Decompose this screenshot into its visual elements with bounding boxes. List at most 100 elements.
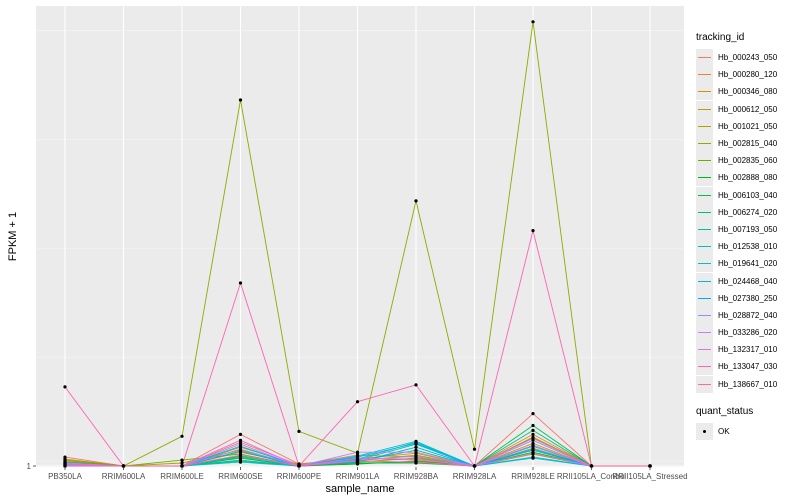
point-Hb_138667_010-PB350LA: [63, 462, 67, 466]
point-Hb_033286_020-RRIM928LE: [531, 443, 535, 447]
point-Hb_000243_050-RRIM600SE: [238, 432, 243, 436]
point-Hb_006103_040-RRIM928LE: [531, 423, 535, 428]
legend-label: Hb_138667_010: [718, 379, 778, 389]
legend-key: [696, 220, 713, 238]
legend-quant-status: quant_status OK: [696, 406, 754, 441]
y-axis-title: FPKM + 1: [7, 212, 19, 261]
legend-label: Hb_019641_020: [718, 259, 778, 269]
x-tick-label-6: RRIM928BA: [394, 472, 439, 481]
x-tick-label-2: RRIM600LE: [160, 472, 204, 481]
legend-key: [696, 341, 713, 359]
point-Hb_133047_030-RRIM928LE: [531, 229, 535, 233]
point-Hb_138667_010-RRII105LA_Stressed: [648, 464, 652, 468]
legend-key: [696, 375, 713, 393]
x-tick-label-7: RRIM928LA: [453, 472, 497, 481]
legend-label: Hb_000243_050: [718, 53, 778, 63]
legend-item-Hb_001021_050: Hb_001021_050: [696, 117, 777, 135]
point-Hb_028872_040-RRIM928BA: [414, 454, 418, 458]
point-Hb_138667_010-RRIM600LA: [121, 464, 126, 468]
legend-key: [696, 203, 713, 221]
point-Hb_138667_010-RRII105LA_Control: [589, 464, 594, 468]
legend-item-Hb_000346_080: Hb_000346_080: [696, 83, 778, 101]
point-Hb_138667_010-RRIM928BA: [414, 460, 418, 464]
legend-item-Hb_006103_040: Hb_006103_040: [696, 186, 778, 204]
legend2-key: [696, 423, 713, 441]
point-Hb_033286_020-RRIM928BA: [414, 450, 418, 454]
legend-label: Hb_007193_050: [718, 224, 778, 234]
point-Hb_132317_010-RRIM928BA: [414, 457, 418, 461]
point-Hb_133047_030-PB350LA: [63, 385, 67, 389]
legend-item-Hb_027380_250: Hb_027380_250: [696, 289, 777, 307]
legend-item-Hb_033286_020: Hb_033286_020: [696, 324, 778, 342]
x-tick-label-8: RRIM928LE: [511, 472, 555, 481]
legend-item-Hb_024468_040: Hb_024468_040: [696, 272, 778, 290]
point-Hb_138667_010-RRIM600PE: [297, 464, 301, 468]
legend-key: [696, 255, 713, 273]
legend-key: [696, 117, 713, 135]
legend-key: [696, 83, 713, 101]
legend-key: [696, 238, 713, 256]
legend-item-Hb_000243_050: Hb_000243_050: [696, 49, 778, 67]
point-Hb_133047_030-RRIM928BA: [414, 383, 418, 387]
x-tick-label-10: RRII105LA_Stressed: [612, 472, 687, 481]
legend-key: [696, 358, 713, 376]
point-Hb_019641_020-RRIM928LE: [531, 456, 535, 460]
legend-key: [696, 324, 713, 342]
legend-label: Hb_002835_060: [718, 156, 778, 166]
legend-label: Hb_033286_020: [718, 328, 778, 338]
x-tick-label-3: RRIM600SE: [218, 472, 262, 481]
legend-item-Hb_028872_040: Hb_028872_040: [696, 306, 778, 324]
legend-item-Hb_006274_020: Hb_006274_020: [696, 203, 777, 221]
x-tick-label-9: RRII105LA_Control: [557, 472, 627, 481]
point-Hb_138667_010-RRIM600LE: [180, 464, 184, 468]
point-Hb_033286_020-RRIM600SE: [238, 442, 243, 446]
legend-item-Hb_000280_120: Hb_000280_120: [696, 66, 777, 84]
legend-label: Hb_012538_010: [718, 242, 778, 252]
legend-key: [696, 306, 713, 324]
point-Hb_002815_040-RRIM600SE: [238, 98, 243, 102]
legend-key: [696, 66, 713, 84]
legend-label: Hb_133047_030: [718, 362, 778, 372]
legend2-title: quant_status: [696, 406, 754, 417]
legend-label: Hb_024468_040: [718, 276, 778, 286]
point-Hb_132317_010-RRIM901LA: [355, 456, 360, 460]
point-Hb_024468_040-RRIM928BA: [414, 441, 418, 445]
legend-label: Hb_028872_040: [718, 310, 778, 320]
legend-key: [696, 289, 713, 307]
point-Hb_002835_060-RRIM600LE: [180, 458, 184, 462]
point-Hb_138667_010-RRIM901LA: [355, 459, 360, 463]
point-Hb_027380_250-RRIM928BA: [414, 445, 418, 449]
legend-item-Hb_000612_050: Hb_000612_050: [696, 100, 777, 118]
x-axis-title: sample_name: [325, 483, 394, 495]
point-Hb_002815_040-RRIM928BA: [414, 199, 418, 203]
axes: 1 PB350LA RRIM600LA RRIM600LE RRIM600SE RRIM6…: [27, 462, 688, 481]
x-tick-label-0: PB350LA: [48, 472, 82, 481]
legend-label: Hb_002815_040: [718, 139, 778, 149]
point-Hb_001021_050-RRIM600LE: [180, 461, 184, 465]
point-Hb_002815_040-RRIM600LE: [180, 434, 184, 438]
x-tick-label-1: RRIM600LA: [102, 472, 146, 481]
legend-label: Hb_000346_080: [718, 87, 778, 97]
legend-label: Hb_002888_080: [718, 173, 778, 183]
legend-key: [696, 49, 713, 67]
legend-item-Hb_012538_010: Hb_012538_010: [696, 238, 778, 256]
legend-label: Hb_006103_040: [718, 190, 778, 200]
legend-key: [696, 272, 713, 290]
point-Hb_000243_050-RRIM928LE: [531, 412, 535, 416]
point-Hb_138667_010-RRIM600SE: [238, 453, 243, 457]
point-Hb_002815_040-RRIM600PE: [297, 429, 301, 433]
legend2-item: OK: [696, 423, 753, 441]
point-Hb_002815_040-RRIM928LA: [472, 447, 477, 451]
legend-item-Hb_002888_080: Hb_002888_080: [696, 169, 778, 187]
point-Hb_133047_030-RRIM600SE: [238, 281, 243, 285]
legend-label: Hb_132317_010: [718, 345, 778, 355]
point-Hb_132317_010-RRIM600SE: [238, 438, 243, 442]
legend-item-Hb_002835_060: Hb_002835_060: [696, 152, 778, 170]
point-Hb_027380_250-RRIM928LE: [531, 447, 535, 451]
point-Hb_012538_010-RRIM600SE: [238, 460, 243, 464]
point-Hb_133047_030-RRIM901LA: [355, 400, 360, 404]
legend-item-Hb_019641_020: Hb_019641_020: [696, 255, 778, 273]
data-points: [63, 20, 652, 468]
legend-item-Hb_002815_040: Hb_002815_040: [696, 135, 778, 153]
